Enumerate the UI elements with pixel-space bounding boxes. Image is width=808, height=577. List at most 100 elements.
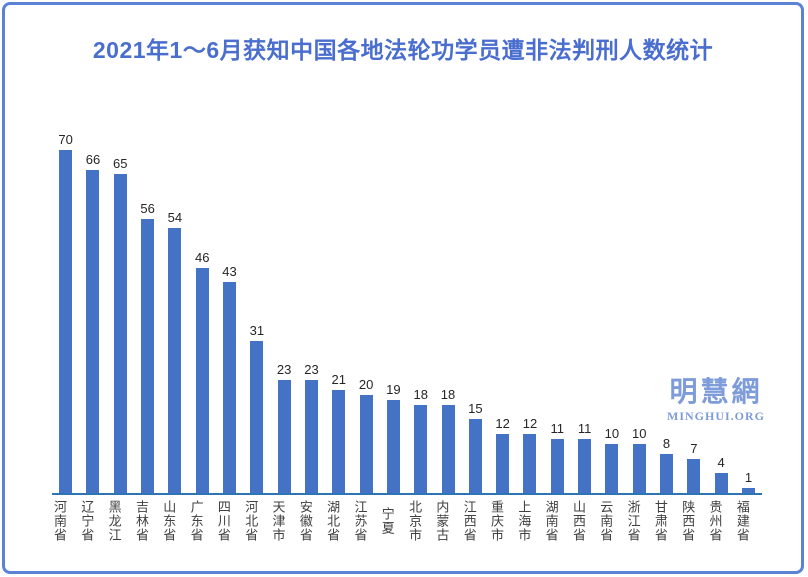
- bar-value-label: 23: [304, 362, 319, 377]
- x-axis-labels: 河南省 辽宁省 黑龙江 吉林省 山东省 广东省 四川省 河北省 天津市 安徽省 湖北省 江苏省 宁夏 北京…: [52, 500, 762, 542]
- bar-value-label: 70: [58, 132, 73, 147]
- x-axis-label: 重庆市: [489, 500, 504, 542]
- bar-column: 23: [271, 129, 298, 493]
- bar-value-label: 8: [662, 436, 671, 451]
- x-axis-label: 河北省: [243, 500, 259, 542]
- bar: [605, 444, 619, 493]
- bar: [687, 459, 701, 493]
- bar-column: 1: [735, 129, 762, 493]
- x-axis-line: [52, 493, 762, 495]
- chart-title: 2021年1～6月获知中国各地法轮功学员遭非法判刑人数统计: [92, 37, 714, 63]
- bar-value-label: 18: [440, 387, 456, 402]
- bar-value-label: 43: [222, 264, 237, 279]
- bar: [195, 268, 209, 493]
- bar-column: 11: [571, 129, 598, 493]
- bar: [59, 150, 73, 493]
- bar-column: 10: [598, 129, 625, 493]
- x-axis-label: 广东省: [188, 500, 204, 542]
- x-axis-label: 山西省: [570, 500, 586, 542]
- bar: [441, 405, 455, 493]
- bar: [414, 405, 428, 493]
- bar-value-label: 56: [140, 201, 155, 216]
- bar: [277, 380, 291, 493]
- bar-column: 20: [352, 129, 379, 493]
- bar: [578, 439, 592, 493]
- bar-column: 65: [107, 129, 134, 493]
- bar-value-label: 18: [413, 387, 428, 402]
- minghui-watermark: 明慧網 MINGHUI.ORG: [667, 377, 765, 424]
- bar: [386, 400, 400, 493]
- bar-column: 8: [653, 129, 680, 493]
- bar: [141, 219, 155, 493]
- bar-value-label: 1: [744, 470, 753, 485]
- bar-value-label: 10: [631, 426, 647, 441]
- bar: [550, 439, 564, 493]
- minghui-logo-en: MINGHUI.ORG: [667, 409, 765, 423]
- bar-value-label: 12: [522, 416, 538, 431]
- bar-column: 19: [380, 129, 407, 493]
- bar: [468, 419, 482, 493]
- x-axis-label: 黑龙江: [106, 500, 122, 542]
- bar: [332, 390, 346, 493]
- bar-value-label: 21: [331, 372, 347, 387]
- bar-value-label: 19: [386, 382, 401, 397]
- bar: [113, 174, 127, 493]
- bar: [523, 434, 537, 493]
- bar-value-label: 12: [495, 416, 510, 431]
- bar-value-label: 4: [717, 455, 725, 470]
- bar-value-label: 15: [468, 401, 483, 416]
- x-axis-label: 福建省: [734, 500, 750, 542]
- bar: [359, 395, 373, 493]
- bar-column: 12: [516, 129, 543, 493]
- x-axis-label: 北京市: [407, 500, 423, 542]
- x-axis-label: 湖北省: [325, 500, 341, 542]
- bar-column: 12: [489, 129, 516, 493]
- bar-value-label: 7: [690, 441, 698, 456]
- bar: [86, 170, 100, 493]
- x-axis-label: 安徽省: [297, 500, 313, 542]
- bar-value-label: 66: [85, 152, 101, 167]
- bar-value-label: 65: [113, 156, 128, 171]
- x-axis-label: 河南省: [52, 500, 67, 542]
- bar: [660, 454, 674, 493]
- x-axis-label: 宁夏: [379, 507, 395, 535]
- bar-value-label: 31: [249, 323, 265, 338]
- bar-column: 15: [462, 129, 489, 493]
- bar-column: 7: [680, 129, 707, 493]
- bar-column: 23: [298, 129, 325, 493]
- bar-column: 18: [434, 129, 461, 493]
- bar-column: 66: [79, 129, 106, 493]
- bar-column: 4: [708, 129, 735, 493]
- bar: [223, 282, 237, 493]
- x-axis-label: 内蒙古: [434, 500, 450, 542]
- bar-value-label: 11: [550, 421, 565, 436]
- bar: [250, 341, 264, 493]
- bar-column: 21: [325, 129, 352, 493]
- bar-column: 18: [407, 129, 434, 493]
- plot-area: 70 66 65 56 54 46 43 31 23 23 21 20 19 18 18 15 12 12 11 11…: [52, 129, 762, 493]
- x-axis-label: 贵州省: [707, 500, 723, 542]
- x-axis-label: 四川省: [215, 500, 231, 542]
- x-axis-label: 山东省: [161, 500, 177, 542]
- x-axis-label: 陕西省: [680, 500, 696, 542]
- bar-column: 70: [52, 129, 79, 493]
- bar: [714, 473, 728, 493]
- x-axis-label: 吉林省: [133, 500, 149, 542]
- bar-value-label: 11: [577, 421, 592, 436]
- x-axis-label: 湖南省: [543, 500, 559, 542]
- bar-column: 56: [134, 129, 161, 493]
- x-axis-label: 上海市: [516, 500, 532, 542]
- bar-column: 11: [544, 129, 571, 493]
- bar-column: 10: [626, 129, 653, 493]
- x-axis-label: 辽宁省: [79, 500, 95, 542]
- bar-value-label: 20: [358, 377, 374, 392]
- bar: [496, 434, 510, 493]
- bar-value-label: 54: [167, 210, 183, 225]
- x-axis-label: 天津市: [270, 500, 286, 542]
- bar-column: 43: [216, 129, 243, 493]
- x-axis-label: 江苏省: [352, 500, 368, 542]
- bar-column: 46: [189, 129, 216, 493]
- x-axis-label: 江西省: [461, 500, 477, 542]
- bar: [304, 380, 318, 493]
